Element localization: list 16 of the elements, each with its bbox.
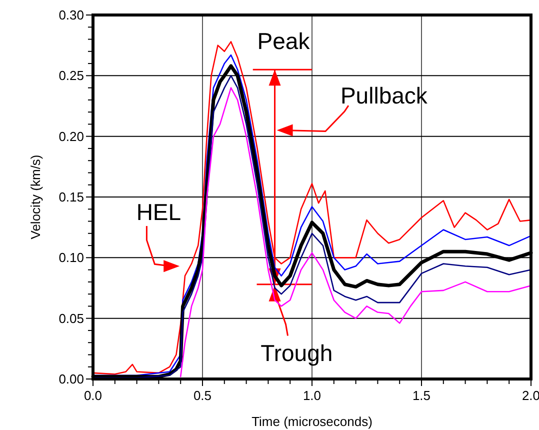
x-tick-label: 0.0 [84, 388, 102, 403]
annotation: HEL [136, 199, 182, 226]
annotation: Peak [257, 28, 310, 54]
y-tick-label: 0.15 [58, 190, 84, 204]
x-tick-label: 1.5 [412, 388, 431, 403]
x-axis-title: Time (microseconds) [252, 414, 372, 429]
y-axis-title: Velocity (km/s) [28, 154, 43, 240]
y-tick-label: 0.30 [58, 8, 84, 22]
y-tick-label: 0.00 [58, 372, 84, 386]
line-series [180, 87, 532, 378]
x-tick-label: 0.5 [193, 388, 212, 403]
y-tick-label: 0.05 [58, 310, 84, 326]
y-tick-label: 0.25 [58, 68, 84, 84]
y-tick-label: 0.10 [58, 250, 84, 266]
x-tick-label: 1.0 [302, 388, 322, 403]
y-tick-label: 0.20 [58, 128, 84, 144]
